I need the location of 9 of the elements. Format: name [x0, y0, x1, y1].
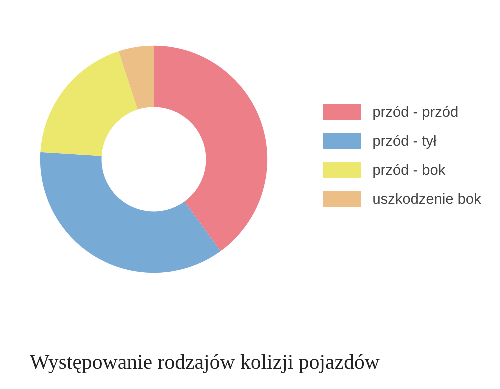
donut-slice [40, 152, 221, 274]
legend-label: przód - bok [374, 164, 446, 178]
legend-label: przód - przód [374, 106, 458, 120]
donut-slice [40, 51, 138, 156]
legend-label: uszkodzenie bok [374, 193, 482, 204]
donut-slice [154, 46, 268, 252]
legend-label: przód - tył [374, 135, 437, 149]
text: Występowanie rodzajów kolizji pojazdów [30, 354, 380, 374]
donut-slice [118, 46, 154, 110]
